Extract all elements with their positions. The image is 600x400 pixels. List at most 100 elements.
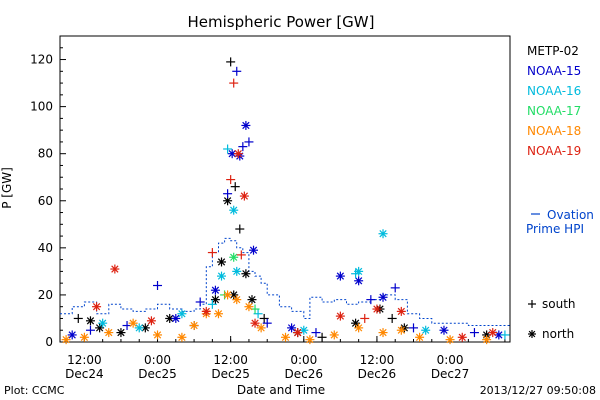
point-noaa-17 (229, 252, 239, 262)
point-noaa-15 (378, 292, 388, 302)
point-noaa-15 (335, 271, 345, 281)
plot-timestamp: 2013/12/27 09:50:08 (480, 384, 596, 397)
y-axis: 0 20 40 60 80 100 120 (30, 35, 66, 349)
point-metp-02 (116, 328, 126, 338)
point-noaa-18 (189, 321, 199, 331)
x-tick-label-date: Dec26 (285, 367, 324, 381)
point-noaa-18 (354, 323, 364, 333)
point-metp-02 (217, 257, 227, 267)
y-tick-label: 80 (38, 147, 53, 161)
legend-entry-noaa-16: NOAA-16 (527, 84, 581, 98)
point-noaa-15 (227, 149, 237, 159)
y-tick-label: 100 (30, 100, 53, 114)
ovation-legend-label-1: Ovation (547, 208, 594, 222)
point-noaa-19 (250, 318, 260, 328)
point-noaa-19 (488, 328, 498, 338)
point-noaa-15 (262, 318, 272, 328)
point-metp-02 (226, 57, 236, 67)
point-noaa-15 (85, 325, 95, 335)
point-metp-02 (95, 323, 105, 333)
x-tick-label-date: Dec25 (138, 367, 177, 381)
x-tick-label-time: 0:00 (437, 353, 464, 367)
point-noaa-15 (390, 283, 400, 293)
marker-legend-label-south: south (542, 297, 576, 311)
series-legend: METP-02 NOAA-15 NOAA-16 NOAA-17 NOAA-18 NOAA-… (527, 44, 581, 158)
point-noaa-15 (439, 325, 449, 335)
x-tick-label-time: 12:00 (67, 353, 102, 367)
point-noaa-15 (354, 276, 364, 286)
y-tick-label: 120 (30, 53, 53, 67)
point-noaa-19 (396, 306, 406, 316)
y-tick-label: 20 (38, 288, 53, 302)
point-noaa-16 (134, 323, 144, 333)
chart-title: Hemispheric Power [GW] (188, 13, 375, 31)
plot-credit: Plot: CCMC (4, 384, 65, 397)
point-noaa-18 (79, 332, 89, 342)
point-noaa-19 (226, 175, 236, 185)
point-noaa-15 (195, 297, 205, 307)
legend-entry-noaa-19: NOAA-19 (527, 144, 581, 158)
marker-legend-symbol-north (528, 330, 536, 338)
point-noaa-18 (61, 335, 71, 345)
point-noaa-15 (67, 330, 77, 340)
point-noaa-19 (207, 248, 217, 258)
point-noaa-18 (213, 309, 223, 319)
point-noaa-16 (229, 205, 239, 215)
point-noaa-19 (110, 264, 120, 274)
point-noaa-19 (335, 311, 345, 321)
point-metp-02 (85, 316, 95, 326)
point-noaa-18 (329, 330, 339, 340)
point-noaa-15 (171, 313, 181, 323)
ovation-legend: Ovation Prime HPI (526, 208, 594, 236)
y-tick-label: 40 (38, 241, 53, 255)
point-noaa-15 (366, 295, 376, 305)
x-tick-label-time: 0:00 (290, 353, 317, 367)
point-noaa-18 (153, 330, 163, 340)
point-noaa-19 (233, 149, 243, 159)
point-noaa-18 (232, 295, 242, 305)
ovation-legend-label-2: Prime HPI (526, 222, 584, 236)
point-noaa-18 (223, 290, 233, 300)
point-noaa-18 (445, 335, 455, 345)
x-tick-label-time: 12:00 (213, 353, 248, 367)
point-noaa-16 (98, 318, 108, 328)
point-noaa-19 (236, 250, 246, 260)
x-tick-label-date: Dec24 (65, 367, 104, 381)
point-noaa-19 (92, 302, 102, 312)
point-noaa-16 (232, 266, 242, 276)
point-noaa-15 (311, 328, 321, 338)
point-metp-02 (235, 224, 245, 234)
point-noaa-16 (223, 144, 233, 154)
point-noaa-15 (210, 285, 220, 295)
point-noaa-15 (153, 281, 163, 291)
y-tick-label: 0 (45, 335, 53, 349)
point-noaa-16 (217, 271, 227, 281)
point-noaa-18 (104, 328, 114, 338)
point-noaa-18 (177, 332, 187, 342)
y-tick-label: 60 (38, 194, 53, 208)
point-metp-02 (259, 313, 269, 323)
point-noaa-15 (408, 323, 418, 333)
point-noaa-18 (378, 328, 388, 338)
point-noaa-18 (482, 335, 492, 345)
point-metp-02 (210, 295, 220, 305)
point-noaa-18 (396, 325, 406, 335)
legend-entry-metp-02: METP-02 (527, 44, 579, 58)
point-noaa-16 (354, 266, 364, 276)
point-noaa-18 (415, 332, 425, 342)
x-tick-label-date: Dec25 (211, 367, 250, 381)
y-axis-label: P [GW] (0, 167, 14, 209)
legend-entry-noaa-15: NOAA-15 (527, 64, 581, 78)
point-noaa-15 (241, 120, 251, 130)
point-noaa-18 (256, 323, 266, 333)
point-metp-02 (317, 332, 327, 342)
point-noaa-15 (232, 66, 242, 76)
point-noaa-18 (128, 318, 138, 328)
legend-entry-noaa-18: NOAA-18 (527, 124, 581, 138)
point-noaa-18 (281, 332, 291, 342)
x-tick-label-time: 0:00 (144, 353, 171, 367)
x-axis-label: Date and Time (237, 383, 325, 397)
point-noaa-16 (500, 330, 510, 340)
marker-legend: south north (528, 297, 576, 341)
